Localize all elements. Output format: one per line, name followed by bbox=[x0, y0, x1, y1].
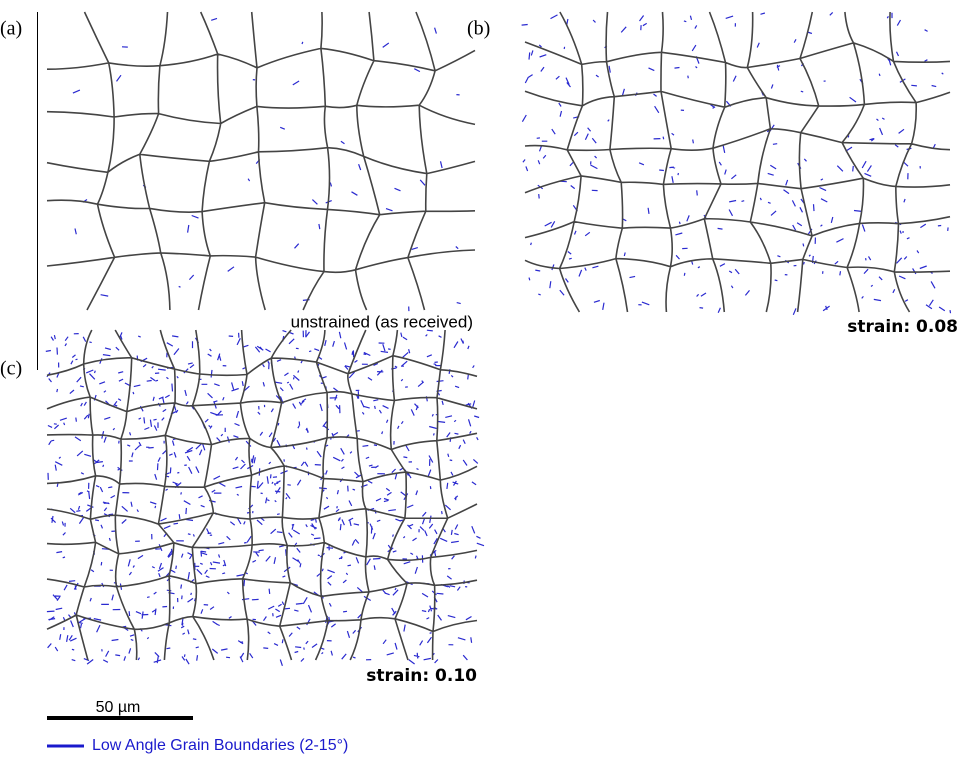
figure: (a) (b) (c) unstrained (as received) str… bbox=[0, 0, 962, 757]
low-angle-boundaries bbox=[73, 18, 461, 311]
grain-boundaries bbox=[525, 12, 950, 312]
micrograph-c bbox=[46, 330, 484, 666]
legend-label: Low Angle Grain Boundaries (2-15°) bbox=[92, 737, 348, 754]
figure-canvas: (a) (b) (c) unstrained (as received) str… bbox=[0, 0, 962, 757]
micrograph-a bbox=[47, 12, 475, 311]
panel-caption: unstrained (as received) bbox=[291, 312, 473, 331]
micrograph-b bbox=[522, 12, 951, 315]
scale-bar bbox=[47, 716, 193, 720]
scale-bar-label: 50 µm bbox=[96, 699, 141, 716]
panel-label: (a) bbox=[0, 18, 22, 40]
grain-boundaries bbox=[47, 12, 475, 310]
panel-label: (c) bbox=[0, 358, 22, 380]
panel-label: (b) bbox=[467, 18, 490, 40]
low-angle-boundaries bbox=[46, 330, 484, 666]
panel-caption: strain: 0.10 bbox=[366, 666, 477, 686]
panel-caption: strain: 0.08 bbox=[847, 317, 958, 337]
grain-boundaries bbox=[47, 330, 477, 660]
